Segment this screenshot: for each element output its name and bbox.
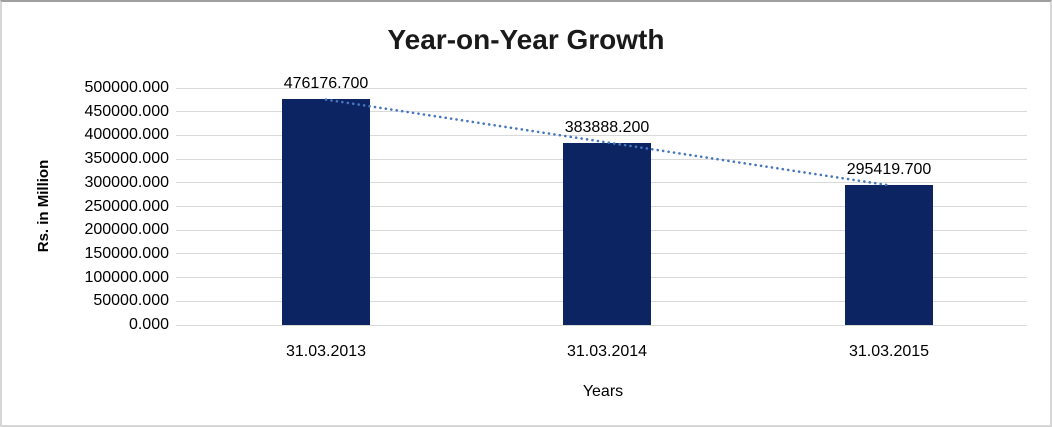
y-axis-tick-label: 300000.000 <box>84 173 169 191</box>
y-axis-tick-label: 150000.000 <box>84 244 169 262</box>
y-axis-tick-label: 200000.000 <box>84 221 169 239</box>
y-axis-tick-label: 250000.000 <box>84 197 169 215</box>
x-axis-tick-label: 31.03.2015 <box>848 343 930 360</box>
gridline <box>176 87 1027 89</box>
bar-value-label: 383888.200 <box>564 119 650 137</box>
y-axis-tick-label: 350000.000 <box>84 150 169 168</box>
y-axis-tick-label: 450000.000 <box>84 102 169 120</box>
y-axis-tick-label: 500000.000 <box>84 79 169 96</box>
y-axis-tick-label: 400000.000 <box>84 126 169 144</box>
x-axis-tick-label: 31.03.2014 <box>566 343 648 360</box>
y-axis-tick-label: 0.000 <box>128 316 169 333</box>
bar-31.03.2015 <box>845 184 933 325</box>
bar-value-label: 295419.700 <box>846 160 932 178</box>
chart-title: Year-on-Year Growth <box>387 24 665 55</box>
bar-31.03.2014 <box>563 143 651 325</box>
x-axis-tick-label: 31.03.2013 <box>285 343 367 360</box>
y-axis-tick-label: 50000.000 <box>93 292 169 310</box>
y-axis-tick-label: 100000.000 <box>84 268 169 286</box>
bar-31.03.2013 <box>282 99 370 325</box>
y-axis-title: Rs. in Million <box>35 159 52 253</box>
x-axis-title: Years <box>582 383 624 400</box>
bar-value-label: 476176.700 <box>283 75 369 93</box>
gridline <box>176 324 1027 326</box>
